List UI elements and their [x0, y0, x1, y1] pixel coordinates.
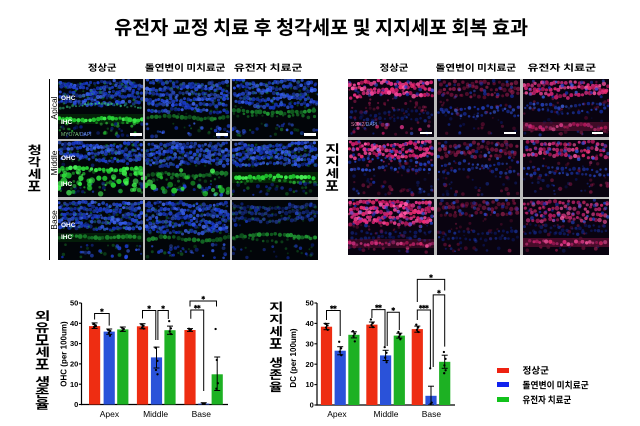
svg-text:20: 20 [305, 360, 313, 369]
svg-text:40: 40 [305, 319, 313, 328]
svg-text:30: 30 [70, 339, 78, 348]
svg-text:Base: Base [192, 409, 212, 419]
svg-text:40: 40 [70, 319, 78, 328]
svg-text:20: 20 [70, 360, 78, 369]
svg-text:0: 0 [310, 401, 314, 410]
svg-text:50: 50 [70, 299, 78, 308]
svg-text:DC (per 100um): DC (per 100um) [289, 328, 298, 387]
svg-text:Base: Base [422, 409, 442, 419]
svg-text:Apex: Apex [327, 409, 347, 419]
svg-text:30: 30 [305, 339, 313, 348]
svg-text:Apex: Apex [100, 409, 120, 419]
svg-text:0: 0 [74, 400, 78, 409]
svg-text:Middle: Middle [143, 409, 168, 419]
svg-text:10: 10 [305, 380, 313, 389]
svg-text:10: 10 [70, 380, 78, 389]
svg-text:Middle: Middle [373, 409, 398, 419]
svg-text:50: 50 [305, 299, 313, 308]
svg-text:OHC (per 100um): OHC (per 100um) [60, 321, 69, 387]
